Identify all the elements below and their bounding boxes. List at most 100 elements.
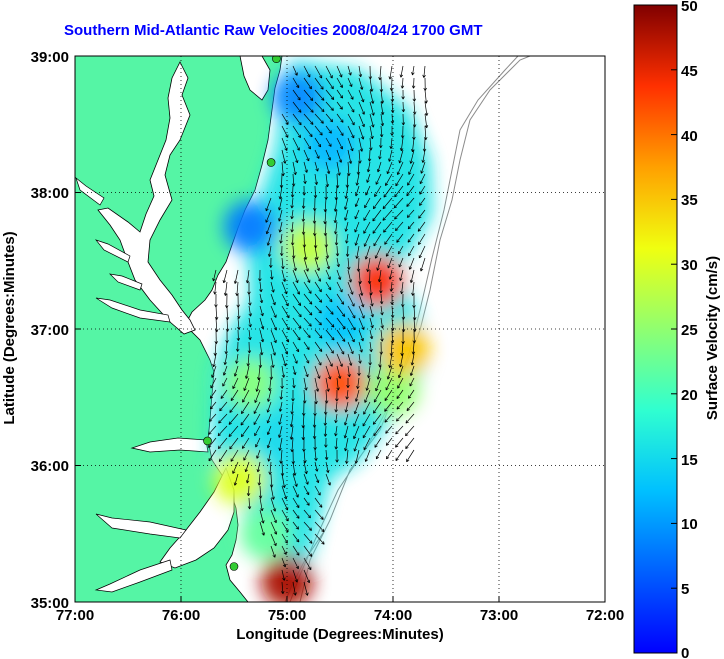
velocity-arrow (218, 449, 228, 462)
velocity-arrow (290, 185, 295, 198)
velocity-arrow (355, 173, 360, 186)
velocity-arrow (419, 197, 426, 206)
velocity-arrow (336, 77, 343, 88)
velocity-arrow (303, 377, 308, 391)
velocity-arrow (343, 413, 349, 426)
velocity-arrow (292, 581, 297, 596)
velocity-arrow (388, 353, 393, 369)
velocity-arrow (243, 377, 250, 391)
velocity-arrow (314, 449, 318, 462)
velocity-arrow (292, 473, 298, 487)
velocity-arrow (303, 329, 311, 339)
velocity-arrow (292, 353, 298, 364)
velocity-arrow (418, 245, 426, 259)
albemarle-sound (130, 437, 209, 453)
velocity-arrow (386, 365, 393, 380)
velocity-arrow (372, 209, 382, 222)
velocity-arrow (412, 101, 417, 115)
velocity-arrow (323, 413, 328, 426)
velocity-arrow (279, 389, 283, 400)
velocity-arrow (358, 125, 365, 140)
velocity-arrow (405, 413, 415, 424)
velocity-arrow (217, 437, 228, 449)
velocity-arrow (399, 353, 404, 368)
velocity-arrow (358, 101, 365, 115)
velocity-arrow (373, 389, 382, 403)
velocity-arrow (303, 101, 314, 113)
velocity-arrow (418, 209, 426, 219)
velocity-arrow (383, 221, 393, 233)
velocity-arrow (379, 137, 383, 149)
colorbar-tick-label: 20 (681, 387, 698, 404)
velocity-arrow (255, 437, 261, 448)
velocity-arrow (400, 125, 405, 139)
velocity-arrow (358, 77, 364, 90)
velocity-arrow (259, 521, 265, 536)
velocity-arrow (223, 281, 228, 296)
velocity-arrow (267, 389, 272, 402)
velocity-arrow (292, 149, 299, 164)
velocity-arrow (325, 77, 334, 90)
velocity-arrow (267, 245, 272, 257)
velocity-arrow (411, 281, 415, 296)
velocity-arrow (270, 293, 276, 306)
velocity-arrow (244, 365, 250, 379)
velocity-arrow (336, 65, 343, 78)
velocity-arrow (325, 257, 331, 270)
radar-site-marker (266, 158, 276, 167)
velocity-arrow (407, 233, 415, 243)
velocity-arrow (281, 569, 286, 581)
river-rappahannock (94, 239, 131, 263)
velocity-arrow (412, 89, 417, 102)
velocity-arrow (314, 389, 318, 405)
velocity-arrow (358, 65, 363, 78)
velocity-arrow (396, 401, 404, 410)
velocity-arrow (347, 269, 353, 283)
velocity-arrow (266, 401, 272, 413)
velocity-arrow (395, 437, 404, 448)
velocity-arrow (248, 305, 252, 317)
velocity-arrow (325, 461, 330, 473)
velocity-arrow (229, 437, 239, 450)
velocity-arrow (386, 161, 393, 175)
velocity-arrow (303, 545, 313, 557)
velocity-arrow (419, 257, 426, 272)
velocity-arrow (333, 209, 338, 224)
velocity-arrow (399, 65, 404, 78)
velocity-arrow (314, 341, 323, 352)
velocity-arrow (358, 149, 362, 164)
velocity-arrow (394, 185, 404, 198)
velocity-arrow (292, 101, 302, 113)
velocity-arrow (237, 305, 241, 319)
velocity-arrow (259, 281, 263, 293)
velocity-arrow (325, 341, 334, 354)
velocity-arrow (363, 437, 371, 451)
velocity-arrow (336, 149, 343, 163)
velocity-arrow (344, 197, 349, 210)
velocity-arrow (366, 257, 371, 272)
velocity-arrow (386, 449, 393, 460)
velocity-arrow (222, 365, 228, 376)
velocity-arrow (292, 125, 301, 138)
velocity-arrow (411, 341, 416, 355)
grid-lines (75, 56, 605, 602)
velocity-arrow (325, 365, 332, 380)
velocity-arrow (224, 341, 228, 355)
velocity-arrow (358, 305, 365, 319)
velocity-arrow (418, 233, 426, 245)
velocity-arrow (362, 413, 371, 427)
velocity-arrow (303, 509, 311, 519)
velocity-arrow (358, 341, 363, 353)
velocity-arrow (270, 353, 275, 368)
velocity-arrow (278, 209, 283, 222)
velocity-arrow (347, 305, 356, 319)
velocity-arrow (388, 269, 393, 280)
velocity-arrow (303, 113, 314, 125)
velocity-arrow (281, 365, 286, 378)
velocity-arrow (258, 485, 263, 499)
radar-site-marker (203, 436, 212, 446)
river-york (108, 273, 143, 291)
velocity-arrow (230, 449, 239, 462)
velocity-arrow (292, 461, 297, 476)
